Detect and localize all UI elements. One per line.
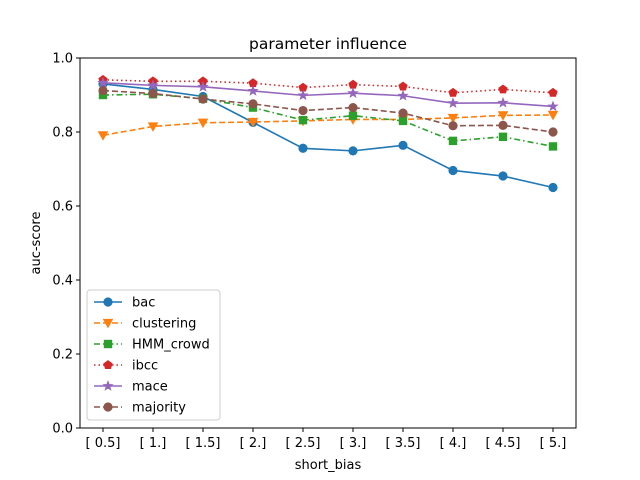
series-line	[102, 93, 554, 148]
data-point	[548, 142, 558, 151]
data-point	[447, 97, 459, 108]
x-tick-label: [ 2.]	[240, 436, 267, 451]
y-tick-label: 0.6	[52, 200, 73, 215]
series-line	[102, 89, 554, 133]
series-ibcc	[98, 74, 558, 97]
series-line	[102, 83, 554, 189]
data-point	[448, 165, 458, 176]
legend-item: ibcc	[94, 359, 158, 374]
data-point	[498, 120, 508, 130]
data-point	[398, 140, 408, 150]
series-line	[102, 79, 554, 94]
data-point	[348, 146, 358, 156]
data-point	[247, 84, 259, 96]
legend-item: bac	[94, 296, 155, 311]
data-point	[198, 94, 208, 104]
data-point	[147, 79, 159, 91]
data-point	[548, 182, 558, 193]
data-point	[448, 87, 458, 97]
x-tick-label: [ 0.5]	[86, 436, 121, 451]
data-point	[297, 89, 309, 101]
data-point	[148, 88, 158, 99]
data-point	[197, 118, 209, 129]
legend-label: HMM_crowd	[132, 338, 210, 353]
legend-marker	[102, 380, 114, 391]
data-point	[298, 143, 308, 153]
legend-box	[86, 289, 221, 421]
legend-item: majority	[94, 401, 186, 416]
legend-label: ibcc	[132, 359, 158, 374]
series-line	[102, 114, 554, 137]
legend-label: clustering	[132, 317, 196, 332]
legend-label: mace	[132, 380, 168, 395]
legend-item: clustering	[94, 317, 196, 332]
x-tick-label: [ 4.]	[440, 436, 467, 451]
data-point	[248, 99, 258, 109]
data-point	[548, 87, 558, 97]
data-point	[448, 136, 458, 146]
data-point	[298, 115, 308, 125]
data-point	[497, 96, 509, 108]
legend-item: HMM_crowd	[94, 338, 210, 353]
y-tick-label: 0.0	[52, 422, 73, 437]
legend-item: mace	[94, 380, 168, 395]
y-tick-label: 0.8	[52, 126, 73, 141]
data-point	[247, 117, 259, 128]
data-point	[448, 121, 458, 131]
data-point	[97, 76, 109, 88]
x-tick-label: [ 1.5]	[186, 436, 221, 451]
data-point	[547, 100, 559, 112]
data-point	[97, 131, 109, 141]
series-mace	[97, 76, 559, 112]
legend-marker	[103, 402, 113, 412]
data-point	[398, 108, 408, 118]
x-axis-label: short_bias	[295, 458, 362, 473]
data-point	[147, 122, 159, 132]
legend-marker	[103, 360, 113, 369]
axes-frame	[79, 57, 577, 429]
series-majority	[98, 85, 558, 137]
data-point	[348, 111, 358, 120]
data-point	[298, 105, 308, 116]
x-tick-label: [ 1.]	[140, 436, 167, 451]
y-tick-label: 0.2	[52, 348, 73, 363]
data-point	[497, 111, 509, 121]
data-point	[498, 132, 508, 142]
legend-marker	[103, 297, 113, 307]
axes-layer: 0.0 0.2 0.4 0.6 0.8 1.0 [ 0.5] [ 1.] [ 1.5] [ 2.]…	[52, 52, 577, 451]
x-tick-label: [ 3.5]	[386, 436, 421, 451]
legend-label: bac	[132, 296, 155, 311]
y-axis-label: auc-score	[29, 212, 44, 275]
data-point	[447, 113, 459, 124]
x-tick-label: [ 5.]	[540, 436, 567, 451]
series-layer	[97, 74, 559, 193]
legend-marker	[102, 318, 114, 329]
x-tick-label: [ 4.5]	[486, 436, 521, 451]
series-line	[102, 81, 554, 108]
data-point	[348, 102, 358, 113]
y-tick-label: 1.0	[52, 52, 73, 67]
data-point	[398, 116, 408, 126]
data-point	[397, 89, 409, 101]
x-tick-label: [ 3.]	[340, 436, 367, 451]
x-tick-label: [ 2.5]	[286, 436, 321, 451]
chart-title: parameter influence	[249, 35, 407, 53]
data-point	[197, 80, 209, 92]
data-point	[548, 127, 558, 137]
data-point	[98, 85, 108, 96]
y-tick-label: 0.4	[52, 274, 73, 289]
data-point	[547, 110, 559, 121]
data-point	[498, 84, 508, 94]
data-point	[347, 87, 359, 98]
legend-label: majority	[132, 401, 186, 416]
data-point	[498, 171, 508, 181]
legend-marker	[103, 339, 113, 349]
